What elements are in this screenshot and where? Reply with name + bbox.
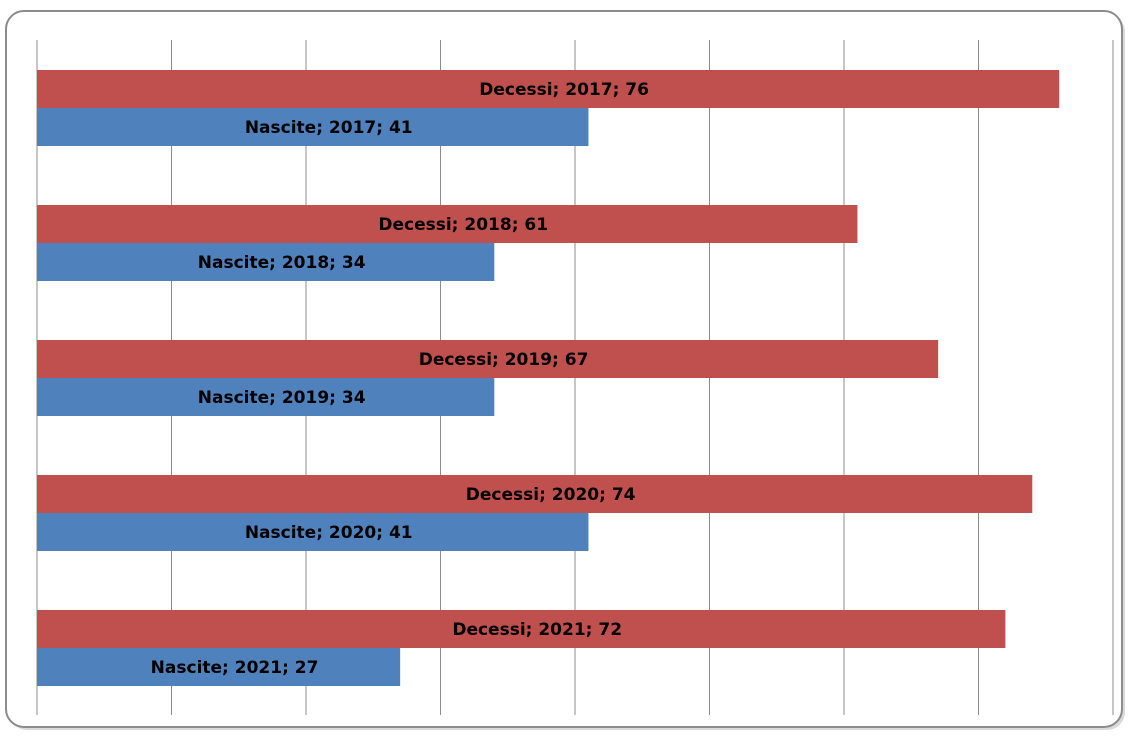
data-label: Nascite; 2017; 41: [245, 118, 413, 138]
data-label: Decessi; 2019; 67: [419, 350, 589, 370]
bar: [37, 648, 401, 686]
data-label: Nascite; 2019; 34: [198, 388, 366, 408]
data-label: Decessi; 2018; 61: [378, 215, 548, 235]
bar: [37, 243, 495, 281]
bar: [37, 513, 589, 551]
data-label: Nascite; 2018; 34: [198, 253, 366, 273]
bar: [37, 610, 1006, 648]
bar: [37, 108, 589, 146]
data-label: Nascite; 2020; 41: [245, 523, 413, 543]
bar: [37, 475, 1033, 513]
bar: [37, 378, 495, 416]
data-label: Nascite; 2021; 27: [151, 658, 319, 678]
data-label: Decessi; 2021; 72: [452, 620, 622, 640]
data-label: Decessi; 2017; 76: [479, 80, 649, 100]
bar: [37, 205, 858, 243]
bar: [37, 70, 1060, 108]
bar: [37, 340, 939, 378]
data-label: Decessi; 2020; 74: [466, 485, 636, 505]
